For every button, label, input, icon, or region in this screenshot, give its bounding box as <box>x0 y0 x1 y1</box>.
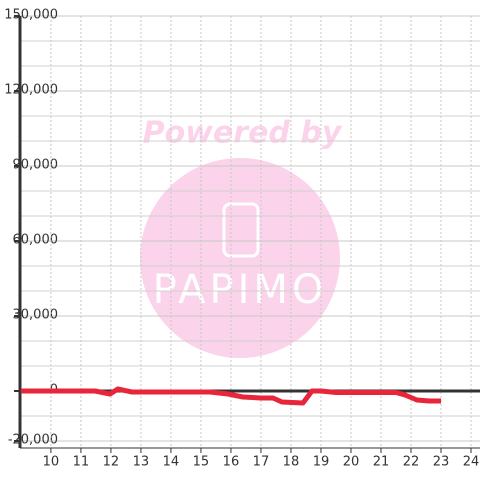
series-line <box>20 386 441 406</box>
x-tick-label: 13 <box>133 455 150 470</box>
x-tick-label: 18 <box>283 455 300 470</box>
x-tick-label: 21 <box>373 455 390 470</box>
watermark-circle <box>140 158 340 358</box>
x-tick-label: 10 <box>43 455 60 470</box>
y-tick-label: 120,000 <box>4 83 58 98</box>
x-tick-label: 16 <box>223 455 240 470</box>
x-tick-label: 12 <box>103 455 120 470</box>
x-tick-label: 23 <box>433 455 450 470</box>
x-tick-label: 17 <box>253 455 270 470</box>
x-tick-label: 24 <box>463 455 480 470</box>
y-tick-label: 60,000 <box>13 233 59 248</box>
watermark-line1: Powered by <box>143 116 343 151</box>
watermark-icon <box>222 202 260 258</box>
x-tick-label: 20 <box>343 455 360 470</box>
x-tick-label: 14 <box>163 455 180 470</box>
plot <box>20 386 441 406</box>
x-tick-label: 15 <box>193 455 210 470</box>
y-tick-label: 90,000 <box>13 158 59 173</box>
x-tick-label: 11 <box>73 455 90 470</box>
x-tick-label: 19 <box>313 455 330 470</box>
y-tick-label: 150,000 <box>4 8 58 23</box>
watermark: Powered by PAPIMO <box>140 116 343 358</box>
y-tick-label: 30,000 <box>13 308 59 323</box>
watermark-line2: PAPIMO <box>153 267 328 313</box>
x-tick-label: 22 <box>403 455 420 470</box>
